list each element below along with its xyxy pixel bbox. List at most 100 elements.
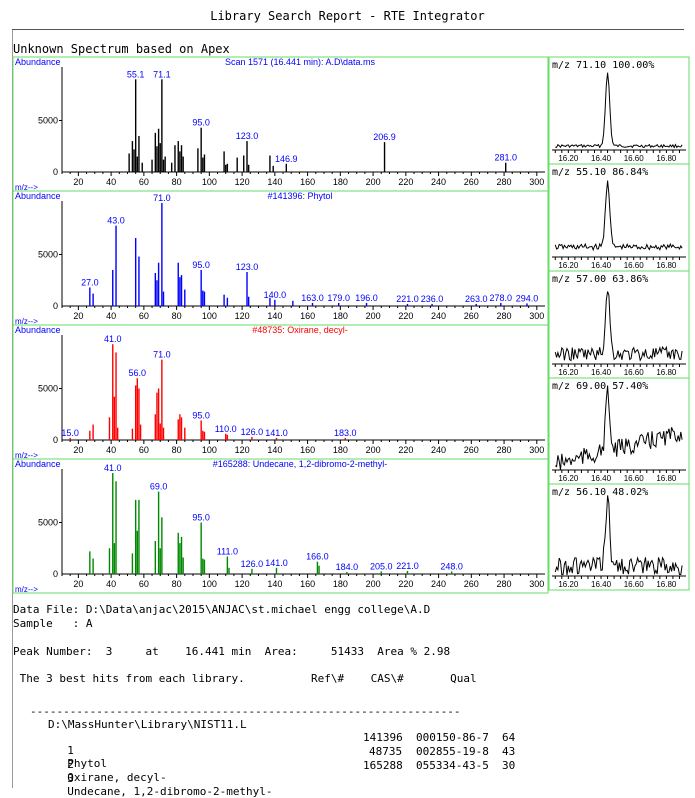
x-tick-label: 280: [497, 445, 512, 455]
x-tick-label: 160: [300, 579, 315, 589]
spectrum-title: #165288: Undecane, 1,2-dibromo-2-methyl-: [213, 459, 388, 469]
peak-label: 294.0: [516, 293, 539, 303]
hit-1-qual: 64: [502, 731, 516, 744]
hit-name: Oxirane, decyl-: [67, 771, 167, 784]
x-tick-label: 220: [398, 579, 413, 589]
chromatogram-title: m/z 56.10 48.02%: [552, 487, 648, 498]
x-tick-label: 80: [172, 579, 182, 589]
x-tick-label: 200: [366, 579, 381, 589]
xlabel: m/z-->: [15, 585, 38, 594]
x-tick-label: 60: [139, 579, 149, 589]
hit-2-qual: 43: [502, 745, 516, 758]
chromatogram-tick-label: 16.60: [624, 368, 645, 377]
peak-label: 95.0: [192, 513, 210, 523]
x-tick-label: 220: [398, 311, 413, 321]
chromatogram-trace: [555, 72, 683, 149]
chromatogram-tick-label: 16.40: [591, 154, 612, 163]
x-tick-label: 120: [235, 579, 250, 589]
chromatogram-title: m/z 57.00 63.86%: [552, 274, 648, 285]
chromatogram-tick-label: 16.40: [591, 261, 612, 270]
x-tick-label: 200: [366, 177, 381, 187]
chromatogram-tick-label: 16.40: [591, 580, 612, 589]
y-tick-label: 0: [53, 167, 58, 177]
chromatogram-panel-border: [548, 483, 690, 591]
x-tick-label: 100: [202, 579, 217, 589]
hit-row-2: 2 Oxirane, decyl-: [54, 745, 167, 784]
x-tick-label: 300: [529, 579, 544, 589]
chromatogram-tick-label: 16.40: [591, 368, 612, 377]
peak-label: 166.0: [306, 552, 329, 562]
data-file-line: Data File: D:\Data\anjac\2015\ANJAC\st.m…: [13, 603, 431, 616]
spectrum-panel-border: [12, 458, 549, 594]
peak-label: 55.1: [127, 69, 145, 79]
hit-2-cas: 002855-19-8: [416, 745, 489, 758]
y-tick-label: 0: [53, 569, 58, 579]
chromatogram-tick-label: 16.20: [558, 261, 579, 270]
peak-label: 15.0: [61, 428, 79, 438]
chromatogram-trace: [554, 291, 683, 362]
peak-label: 205.0: [370, 561, 393, 571]
chromatogram-title: m/z 55.10 86.84%: [552, 167, 648, 178]
peak-label: 95.0: [192, 118, 210, 128]
hit-row-1: 1 Phytol: [54, 731, 107, 770]
hit-num: 2: [67, 758, 74, 771]
chromatogram-tick-label: 16.60: [624, 261, 645, 270]
hit-name: Phytol: [67, 757, 107, 770]
peak-label: 196.0: [355, 293, 378, 303]
hit-3-qual: 30: [502, 759, 516, 772]
hit-3-cas: 055334-43-5: [416, 759, 489, 772]
x-tick-label: 120: [235, 311, 250, 321]
ylabel: Abundance: [15, 191, 61, 201]
x-tick-label: 160: [300, 445, 315, 455]
peak-number-line: Peak Number: 3 at 16.441 min Area: 51433…: [13, 645, 451, 658]
spectrum-title: #48735: Oxirane, decyl-: [252, 325, 348, 335]
x-tick-label: 240: [431, 177, 446, 187]
chromatogram-tick-label: 16.60: [624, 154, 645, 163]
chromatogram-tick-label: 16.60: [624, 580, 645, 589]
x-tick-label: 220: [398, 445, 413, 455]
x-tick-label: 280: [497, 311, 512, 321]
peak-label: 126.0: [241, 559, 264, 569]
peak-label: 43.0: [107, 216, 125, 226]
x-tick-label: 60: [139, 177, 149, 187]
y-tick-label: 5000: [38, 116, 58, 126]
hit-3-ref: 165288: [363, 759, 403, 772]
unknown-spectrum-label: Unknown Spectrum based on Apex: [13, 42, 230, 56]
peak-label: 236.0: [421, 294, 444, 304]
y-tick-label: 0: [53, 435, 58, 445]
peak-label: 41.0: [104, 463, 122, 473]
x-tick-label: 80: [172, 311, 182, 321]
x-tick-label: 200: [366, 311, 381, 321]
hit-1-ref: 141396: [363, 731, 403, 744]
peak-label: 95.0: [192, 410, 210, 420]
chromatogram-tick-label: 16.20: [558, 368, 579, 377]
x-tick-label: 80: [172, 445, 182, 455]
peak-label: 248.0: [440, 561, 463, 571]
chromatogram-panel-border: [548, 56, 690, 165]
hit-1-cas: 000150-86-7: [416, 731, 489, 744]
title-divider: [12, 29, 684, 30]
x-tick-label: 260: [464, 311, 479, 321]
xlabel: m/z-->: [15, 183, 38, 192]
peak-label: 71.1: [153, 69, 171, 79]
peak-label: 140.0: [264, 290, 287, 300]
chromatogram-tick-label: 16.20: [558, 154, 579, 163]
x-tick-label: 60: [139, 311, 149, 321]
x-tick-label: 140: [267, 579, 282, 589]
x-tick-label: 260: [464, 579, 479, 589]
peak-label: 111.0: [217, 546, 238, 556]
x-tick-label: 140: [267, 311, 282, 321]
x-tick-label: 40: [106, 177, 116, 187]
peak-label: 41.0: [104, 334, 122, 344]
peak-label: 123.0: [236, 262, 259, 272]
chromatogram-tick-label: 16.40: [591, 474, 612, 483]
peak-label: 281.0: [494, 153, 517, 163]
chromatogram-trace: [554, 180, 683, 252]
y-tick-label: 5000: [38, 250, 58, 260]
x-tick-label: 20: [73, 579, 83, 589]
peak-label: 56.0: [129, 368, 147, 378]
x-tick-label: 300: [529, 445, 544, 455]
x-tick-label: 100: [202, 311, 217, 321]
peak-label: 123.0: [236, 131, 259, 141]
spectrum-title: #141396: Phytol: [267, 191, 332, 201]
